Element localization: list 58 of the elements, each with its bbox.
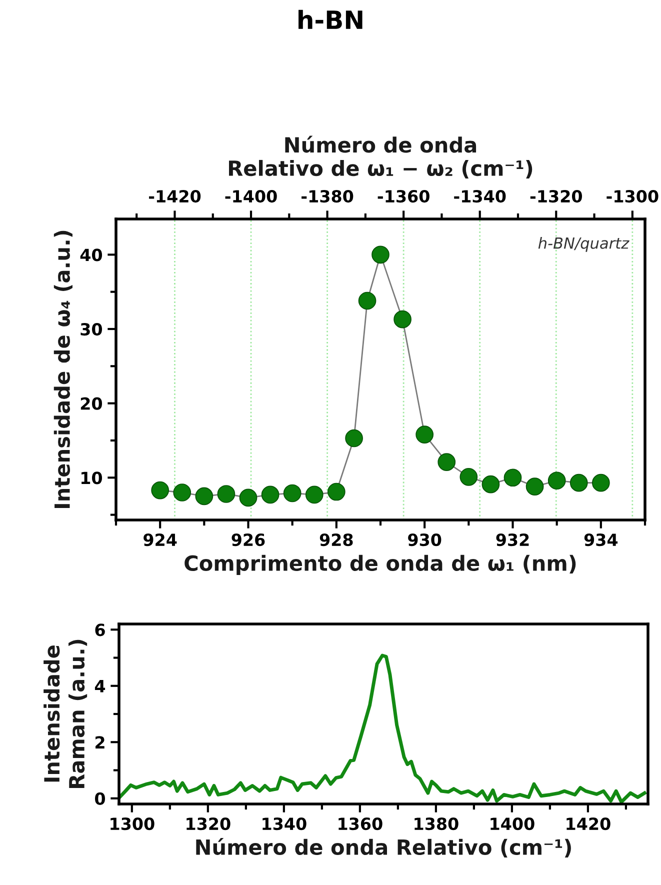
x-axis-title: Comprimento de onda de ω₁ (nm) [184,554,576,576]
x2-tick-label: -1400 [225,190,277,203]
annotation: h-BN/quartz [538,237,630,252]
x2-tick-label: -1380 [302,190,354,203]
x-tick-label: 1420 [566,817,610,830]
point [416,426,434,444]
x-tick-label: 1360 [338,817,382,830]
y-tick-label: 0 [95,792,106,805]
point [482,475,500,494]
y-tick-label: 10 [81,472,102,484]
x-axis-title: Número de onda Relativo (cm⁻¹) [196,838,571,858]
x-tick-label: 1340 [262,817,306,830]
x2-tick-label: -1420 [148,190,201,203]
point [239,488,258,507]
y-tick-label: 30 [80,322,102,336]
point [394,310,412,328]
y-tick-label: 2 [96,736,104,748]
y-tick-label: 40 [80,248,102,262]
point [195,487,214,506]
x-tick-label: 1320 [186,817,230,830]
y-axis-title: Intensidade de ω₄ (a.u.) [54,230,72,508]
x2-tick-label: -1340 [454,190,506,203]
x2-tick-label: -1360 [378,190,430,203]
point [372,246,390,264]
point [460,468,478,486]
y-axis-title: Intensidade Raman (a.u.) [44,640,88,788]
point [261,486,280,504]
point [548,472,566,490]
point [526,478,544,496]
y-tick-label: 6 [95,624,105,636]
point [504,468,522,487]
point [345,429,363,448]
point [358,292,376,310]
x-tick-label: 1400 [490,817,534,830]
y-tick-label: 20 [80,397,102,410]
point [305,486,324,504]
x-tick-label: 1300 [110,817,154,830]
point [151,481,170,500]
x-tick-label: 928 [320,533,353,546]
x-tick-label: 930 [408,533,442,546]
point [173,484,192,502]
x-tick-label: 924 [144,533,177,546]
point [570,474,588,492]
point [217,485,236,503]
x-tick-label: 1380 [414,817,458,830]
point [327,482,346,501]
line-series [119,654,646,804]
point [438,453,456,471]
x2-tick-label: -1320 [530,190,582,203]
x2-axis-title: Número de onda Relativo de ω₁ − ω₂ (cm⁻¹) [229,136,532,179]
x-tick-label: 932 [496,533,529,546]
y-tick-label: 4 [94,680,106,692]
chart-title: h-BN [298,10,362,29]
x-tick-label: 926 [232,533,265,546]
point [592,474,610,492]
x-tick-label: 934 [584,533,618,546]
x2-tick-label: -1300 [606,190,658,203]
point [283,484,302,502]
